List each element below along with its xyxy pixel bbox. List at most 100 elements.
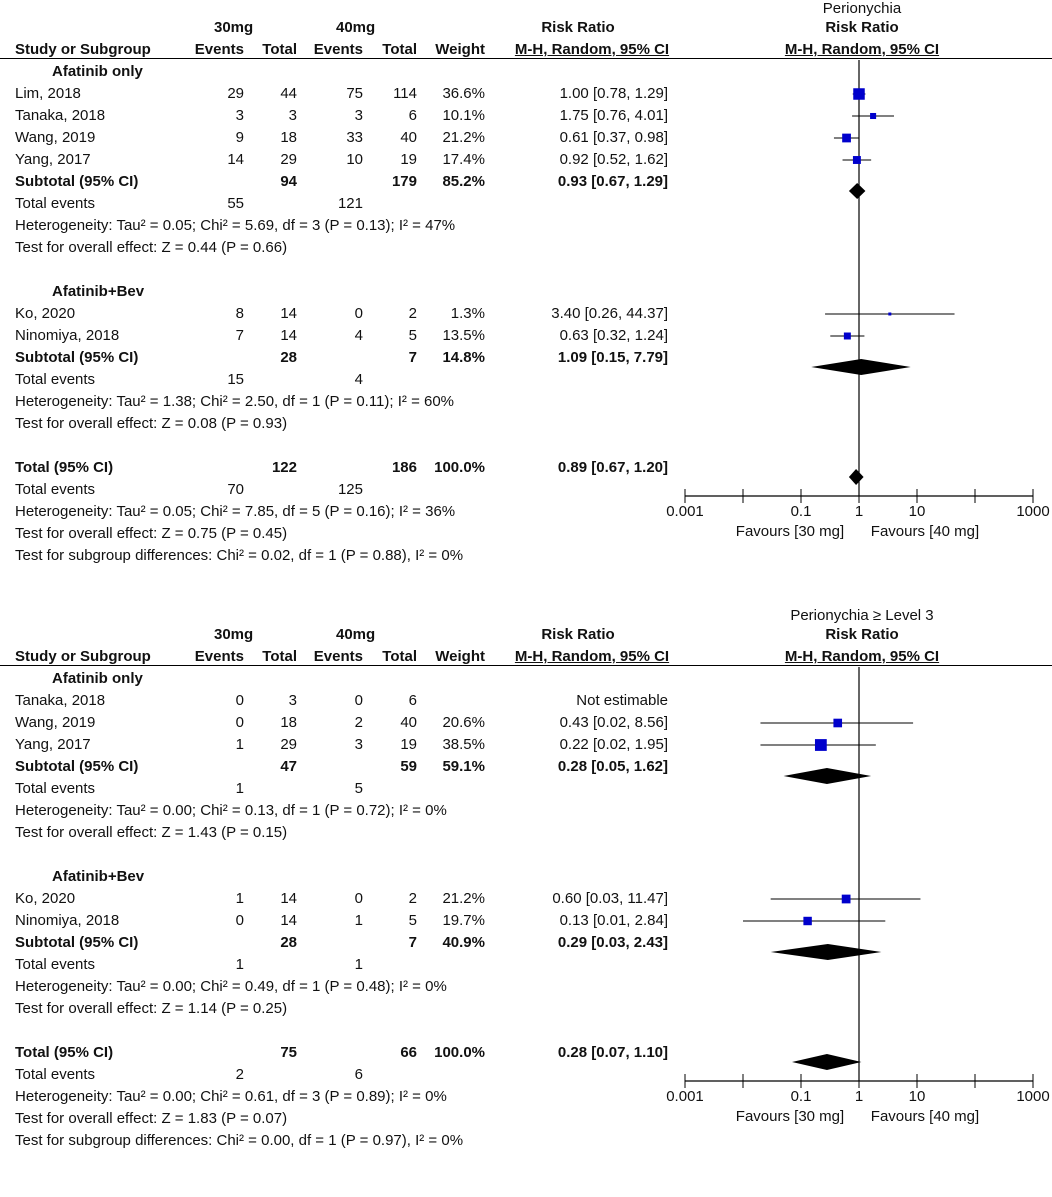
- total1-value: 75: [280, 1044, 297, 1061]
- total2-value: 19: [400, 151, 417, 168]
- ci-value: 0.28 [0.05, 1.62]: [557, 758, 668, 775]
- study-label: Yang, 2017: [15, 736, 91, 753]
- axis-tick-label: 1: [854, 503, 864, 520]
- subgroup-label: Afatinib+Bev: [52, 283, 145, 300]
- summary-text: Test for overall effect: Z = 1.43 (P = 0…: [15, 824, 288, 841]
- total2-value: 2: [408, 890, 417, 907]
- events2-value: 10: [346, 151, 363, 168]
- weight-value: 13.5%: [442, 327, 485, 344]
- total2-value: 6: [408, 692, 417, 709]
- events2-value: 0: [354, 305, 363, 322]
- rr-header-title: Risk Ratio: [541, 19, 615, 36]
- total2-value: 7: [408, 349, 417, 366]
- events2-value: 2: [354, 714, 363, 731]
- summary-text: Heterogeneity: Tau² = 0.00; Chi² = 0.13,…: [15, 802, 447, 819]
- favours-left-label: Favours [30 mg]: [735, 1108, 845, 1125]
- favours-left-label: Favours [30 mg]: [735, 523, 845, 540]
- pooled-diamond: [783, 768, 872, 784]
- ci-value: 0.29 [0.03, 2.43]: [557, 934, 668, 951]
- total-events-label: Total events: [15, 481, 96, 498]
- summary-text: Heterogeneity: Tau² = 0.05; Chi² = 7.85,…: [15, 503, 456, 520]
- events1-value: 9: [235, 129, 244, 146]
- header-divider: [0, 665, 1052, 666]
- col-weight-header: Weight: [435, 41, 485, 58]
- summary-text: Test for subgroup differences: Chi² = 0.…: [15, 547, 464, 564]
- study-label: Ko, 2020: [15, 305, 76, 322]
- group2-header: 40mg: [336, 626, 376, 643]
- total2-value: 114: [393, 85, 417, 102]
- study-label: Ko, 2020: [15, 890, 76, 907]
- effect-square: [852, 156, 861, 164]
- weight-value: 40.9%: [442, 934, 485, 951]
- weight-value: 85.2%: [442, 173, 485, 190]
- weight-value: 1.3%: [450, 305, 485, 322]
- col-total1-header: Total: [262, 41, 297, 58]
- total2-value: 7: [408, 934, 417, 951]
- col-events1-header: Events: [194, 41, 244, 58]
- events2-value: 75: [346, 85, 363, 102]
- study-label: Ninomiya, 2018: [15, 327, 120, 344]
- summary-text: Heterogeneity: Tau² = 0.05; Chi² = 5.69,…: [15, 217, 456, 234]
- total1-value: 3: [288, 107, 297, 124]
- total1-value: 14: [280, 912, 297, 929]
- weight-value: 100.0%: [434, 1044, 485, 1061]
- total-events-label: Total events: [15, 956, 96, 973]
- total-events-label: Total events: [15, 780, 96, 797]
- ci-value: 0.22 [0.02, 1.95]: [559, 736, 668, 753]
- favours-right-label: Favours [40 mg]: [870, 523, 980, 540]
- total2-value: 40: [400, 129, 417, 146]
- total1-value: 29: [280, 151, 297, 168]
- subgroup-label: Afatinib only: [52, 670, 143, 687]
- col-events1-header: Events: [194, 648, 244, 665]
- ci-value: 1.00 [0.78, 1.29]: [559, 85, 668, 102]
- effect-square: [888, 312, 892, 316]
- total2-value: 19: [400, 736, 417, 753]
- weight-value: 100.0%: [434, 459, 485, 476]
- ci-value: 0.61 [0.37, 0.98]: [559, 129, 668, 146]
- summary-text: Test for overall effect: Z = 0.44 (P = 0…: [15, 239, 288, 256]
- total1-value: 14: [280, 890, 297, 907]
- ci-value: 0.28 [0.07, 1.10]: [557, 1044, 668, 1061]
- pooled-diamond: [848, 183, 866, 199]
- study-label: Wang, 2019: [15, 129, 96, 146]
- ci-value: 0.13 [0.01, 2.84]: [559, 912, 668, 929]
- weight-value: 38.5%: [442, 736, 485, 753]
- effect-square: [853, 88, 865, 100]
- total2-value: 5: [408, 912, 417, 929]
- total1-value: 29: [280, 736, 297, 753]
- total1-value: 44: [280, 85, 297, 102]
- forest-plot-svg: [684, 60, 1034, 503]
- events1-value: 15: [227, 371, 244, 388]
- events2-value: 121: [337, 195, 363, 212]
- subgroup-label: Afatinib+Bev: [52, 868, 145, 885]
- ci-value: 3.40 [0.26, 44.37]: [551, 305, 668, 322]
- events1-value: 8: [235, 305, 244, 322]
- events2-value: 1: [354, 912, 363, 929]
- total2-value: 66: [400, 1044, 417, 1061]
- total1-value: 14: [280, 327, 297, 344]
- total-events-label: Total events: [15, 371, 96, 388]
- summary-text: Test for overall effect: Z = 0.75 (P = 0…: [15, 525, 288, 542]
- plot-method-header: M-H, Random, 95% CI: [784, 648, 940, 665]
- header-divider: [0, 58, 1052, 59]
- total-label: Total (95% CI): [15, 459, 114, 476]
- summary-text: Test for overall effect: Z = 1.14 (P = 0…: [15, 1000, 288, 1017]
- summary-text: Heterogeneity: Tau² = 1.38; Chi² = 2.50,…: [15, 393, 455, 410]
- col-events2-header: Events: [313, 648, 363, 665]
- events1-value: 14: [227, 151, 244, 168]
- total-label: Total (95% CI): [15, 1044, 114, 1061]
- study-label: Tanaka, 2018: [15, 107, 106, 124]
- events1-value: 55: [227, 195, 244, 212]
- effect-square: [841, 894, 851, 904]
- axis-tick-label: 1000: [1016, 503, 1050, 520]
- total2-value: 5: [408, 327, 417, 344]
- events2-value: 5: [354, 780, 363, 797]
- ci-value: 0.60 [0.03, 11.47]: [552, 890, 668, 907]
- total1-value: 18: [280, 714, 297, 731]
- ci-value: 0.93 [0.67, 1.29]: [557, 173, 668, 190]
- effect-square: [842, 133, 851, 143]
- events1-value: 2: [235, 1066, 244, 1083]
- events1-value: 7: [235, 327, 244, 344]
- total1-value: 28: [280, 934, 297, 951]
- col-weight-header: Weight: [435, 648, 485, 665]
